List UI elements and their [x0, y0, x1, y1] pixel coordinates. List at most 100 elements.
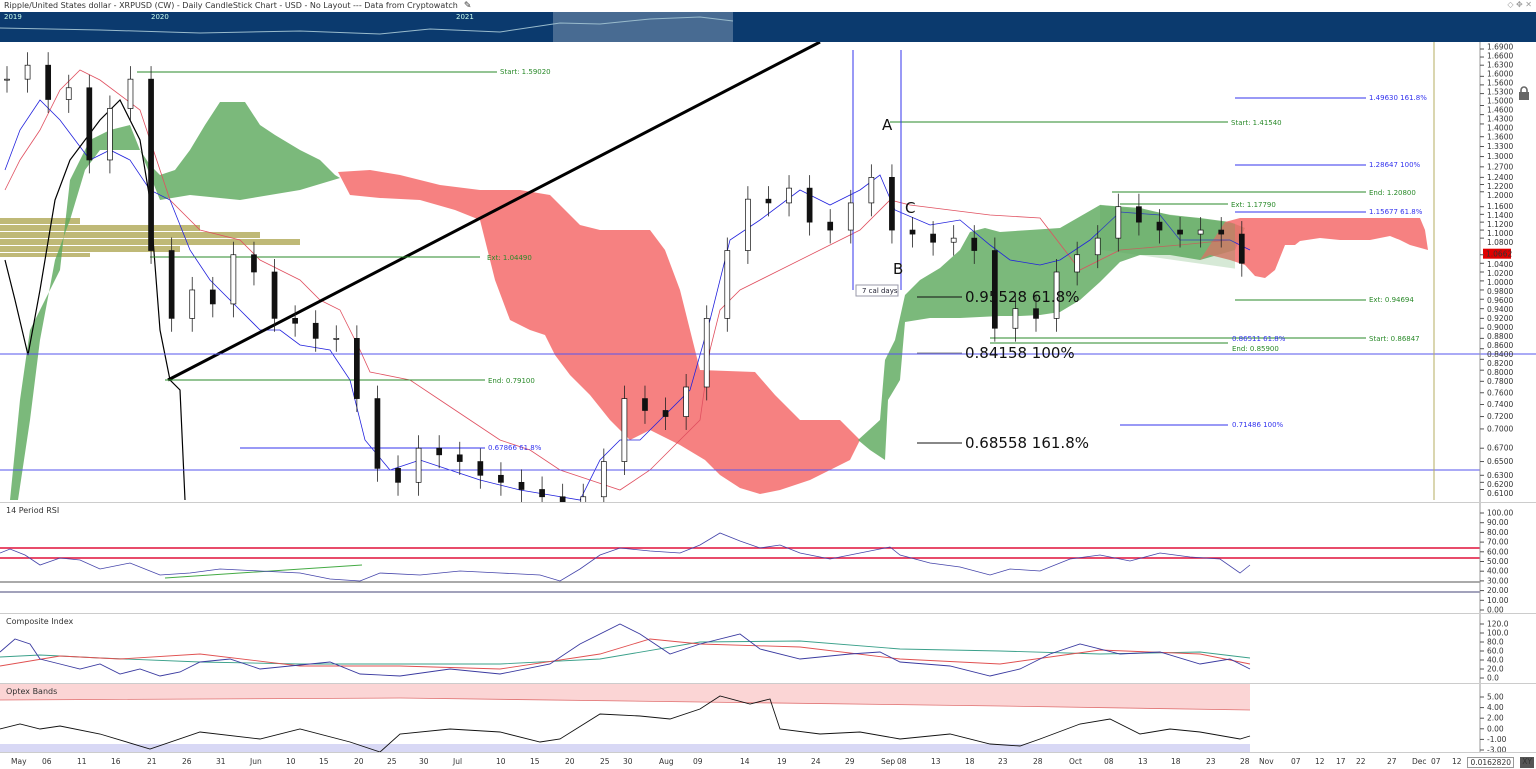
navigator-scrollbar[interactable]: 2019 2020 2021 [0, 12, 1536, 42]
candle [1238, 233, 1245, 264]
axis-tick-label: 80.00 [1487, 528, 1509, 537]
candle [1115, 206, 1122, 239]
axis-tick-label: 40.0 [1487, 656, 1504, 665]
price-tick-label: 0.8200 [1487, 359, 1513, 368]
axis-tick-label: 60.0 [1487, 647, 1504, 656]
candle [292, 318, 298, 324]
pencil-icon[interactable]: ✎ [463, 1, 472, 11]
price-tick-label: 1.5600 [1487, 79, 1513, 88]
navigator-line [0, 16, 734, 35]
year-label: 2020 [151, 13, 169, 21]
axis-tick-label: 20.0 [1487, 665, 1504, 674]
axis-tick-label: 100.00 [1487, 509, 1513, 518]
candle [189, 289, 196, 319]
candle [1012, 308, 1019, 329]
fib-label: Start: 1.41540 [1231, 119, 1282, 127]
price-tick-label: 0.6500 [1487, 457, 1513, 466]
panel-title: Optex Bands [6, 687, 58, 696]
xy-toggle[interactable]: XY [1520, 757, 1534, 768]
price-tick-label: 1.5000 [1487, 97, 1513, 106]
axis-tick-label: 4.00 [1487, 703, 1504, 712]
axis-tick-label: 70.00 [1487, 538, 1509, 547]
candle [395, 468, 401, 483]
axis-tick-label: 5.00 [1487, 693, 1504, 702]
time-tick-label: 21 [147, 757, 157, 766]
price-tick-label: 1.6000 [1487, 70, 1513, 79]
candle [889, 177, 895, 231]
price-tick-label: 0.9000 [1487, 323, 1513, 332]
time-tick-label: 24 [811, 757, 821, 766]
wave-label-b: B [893, 260, 903, 278]
candle [909, 229, 916, 235]
candle [642, 398, 648, 411]
time-tick-label: 12 [1452, 757, 1462, 766]
candle [991, 250, 998, 329]
axis-tick-label: 2.00 [1487, 714, 1504, 723]
time-tick-label: 18 [1171, 757, 1181, 766]
window-controls[interactable]: ◇ ✥ ✕ [1507, 0, 1532, 9]
price-tick-label: 1.0000 [1487, 278, 1513, 287]
fib-label: 1.15677 61.8% [1369, 208, 1423, 216]
time-tick-label: 25 [600, 757, 610, 766]
candle [45, 64, 52, 100]
candle [518, 481, 525, 490]
price-tick-label: 0.7200 [1487, 412, 1513, 421]
axis-tick-label: 100.0 [1487, 629, 1509, 638]
panel-title: Composite Index [6, 617, 74, 626]
fib-label: End: 0.85900 [1232, 345, 1279, 353]
time-axis[interactable]: 0.0162820 XY May 06 11 16 21 26 31 Jun 10 15 20 25 3… [0, 752, 1536, 769]
time-tick-label: 28 [1033, 757, 1043, 766]
time-tick-label: May [11, 757, 27, 766]
price-axis[interactable]: 1.69001.66001.63001.60001.56001.53001.50… [1479, 42, 1513, 502]
price-tick-label: 1.2200 [1487, 182, 1513, 191]
candle [1053, 271, 1060, 319]
time-tick-label: 27 [1387, 757, 1397, 766]
candle [86, 87, 93, 161]
time-tick-label: 25 [387, 757, 397, 766]
fib-channel [1100, 204, 1235, 269]
price-tick-label: 1.6300 [1487, 61, 1513, 70]
price-tick-label: 0.7600 [1487, 388, 1513, 397]
fib-label: Start: 0.86847 [1369, 335, 1420, 343]
rsi-line [0, 532, 1251, 582]
fib-big-label: 0.68558 161.8% [965, 434, 1089, 452]
price-tick-label: 1.4000 [1487, 124, 1513, 133]
rsi-chart: 100.0090.0080.0070.0060.0050.0040.0030.0… [0, 503, 1513, 614]
fib-label: 0.86511 61.8% [1232, 335, 1286, 343]
price-tick-label: 1.1600 [1487, 202, 1513, 211]
lock-icon[interactable] [1517, 86, 1531, 100]
time-tick-label: 15 [319, 757, 329, 766]
date-range-label: 7 cal days [862, 287, 898, 295]
candle [868, 177, 875, 204]
price-tick-label: 1.1200 [1487, 220, 1513, 229]
candle [4, 78, 10, 81]
candles [4, 52, 1245, 502]
price-tick-label: 0.6700 [1487, 444, 1513, 453]
candle [1218, 229, 1225, 235]
price-tick-label: 1.6600 [1487, 52, 1513, 61]
candle [436, 447, 443, 456]
candle [24, 64, 31, 80]
time-tick-label: Nov [1259, 757, 1274, 766]
composite-panel[interactable]: Composite Index 120.0 100.0 80.0 60.0 40.0 20… [0, 613, 1536, 684]
rsi-panel[interactable]: 14 Period RSI 100.00 90.00 80.00 70.00 60.00… [0, 502, 1536, 614]
ichimoku-bull-cloud-2 [858, 205, 1245, 460]
optex-panel[interactable]: 5.00 4.00 2.00 0.00 -1.00 -3.00 Optex Bands [0, 683, 1536, 753]
price-panel[interactable]: Start: 1.59020 Ext: 1.04490 End: 0.79100… [0, 42, 1536, 502]
axis-tick-label: 40.00 [1487, 567, 1509, 576]
optex-axis: 5.004.00 2.000.00 -1.00 -3.00 [1479, 684, 1507, 753]
time-tick-label: 11 [77, 757, 87, 766]
time-tick-label: 20 [565, 757, 575, 766]
axis-tick-label: 0.00 [1487, 724, 1504, 733]
candle [271, 271, 278, 319]
candle [827, 221, 834, 231]
time-tick-label: 14 [740, 757, 750, 766]
price-tick-label: 0.9400 [1487, 305, 1513, 314]
price-tick-label: 0.8000 [1487, 368, 1513, 377]
candle [1074, 254, 1081, 273]
fib-label: Ext: 1.04490 [487, 254, 532, 262]
time-tick-label: Dec [1412, 757, 1427, 766]
price-tick-label: 1.1000 [1487, 229, 1513, 238]
axis-tick-label: 80.0 [1487, 638, 1504, 647]
